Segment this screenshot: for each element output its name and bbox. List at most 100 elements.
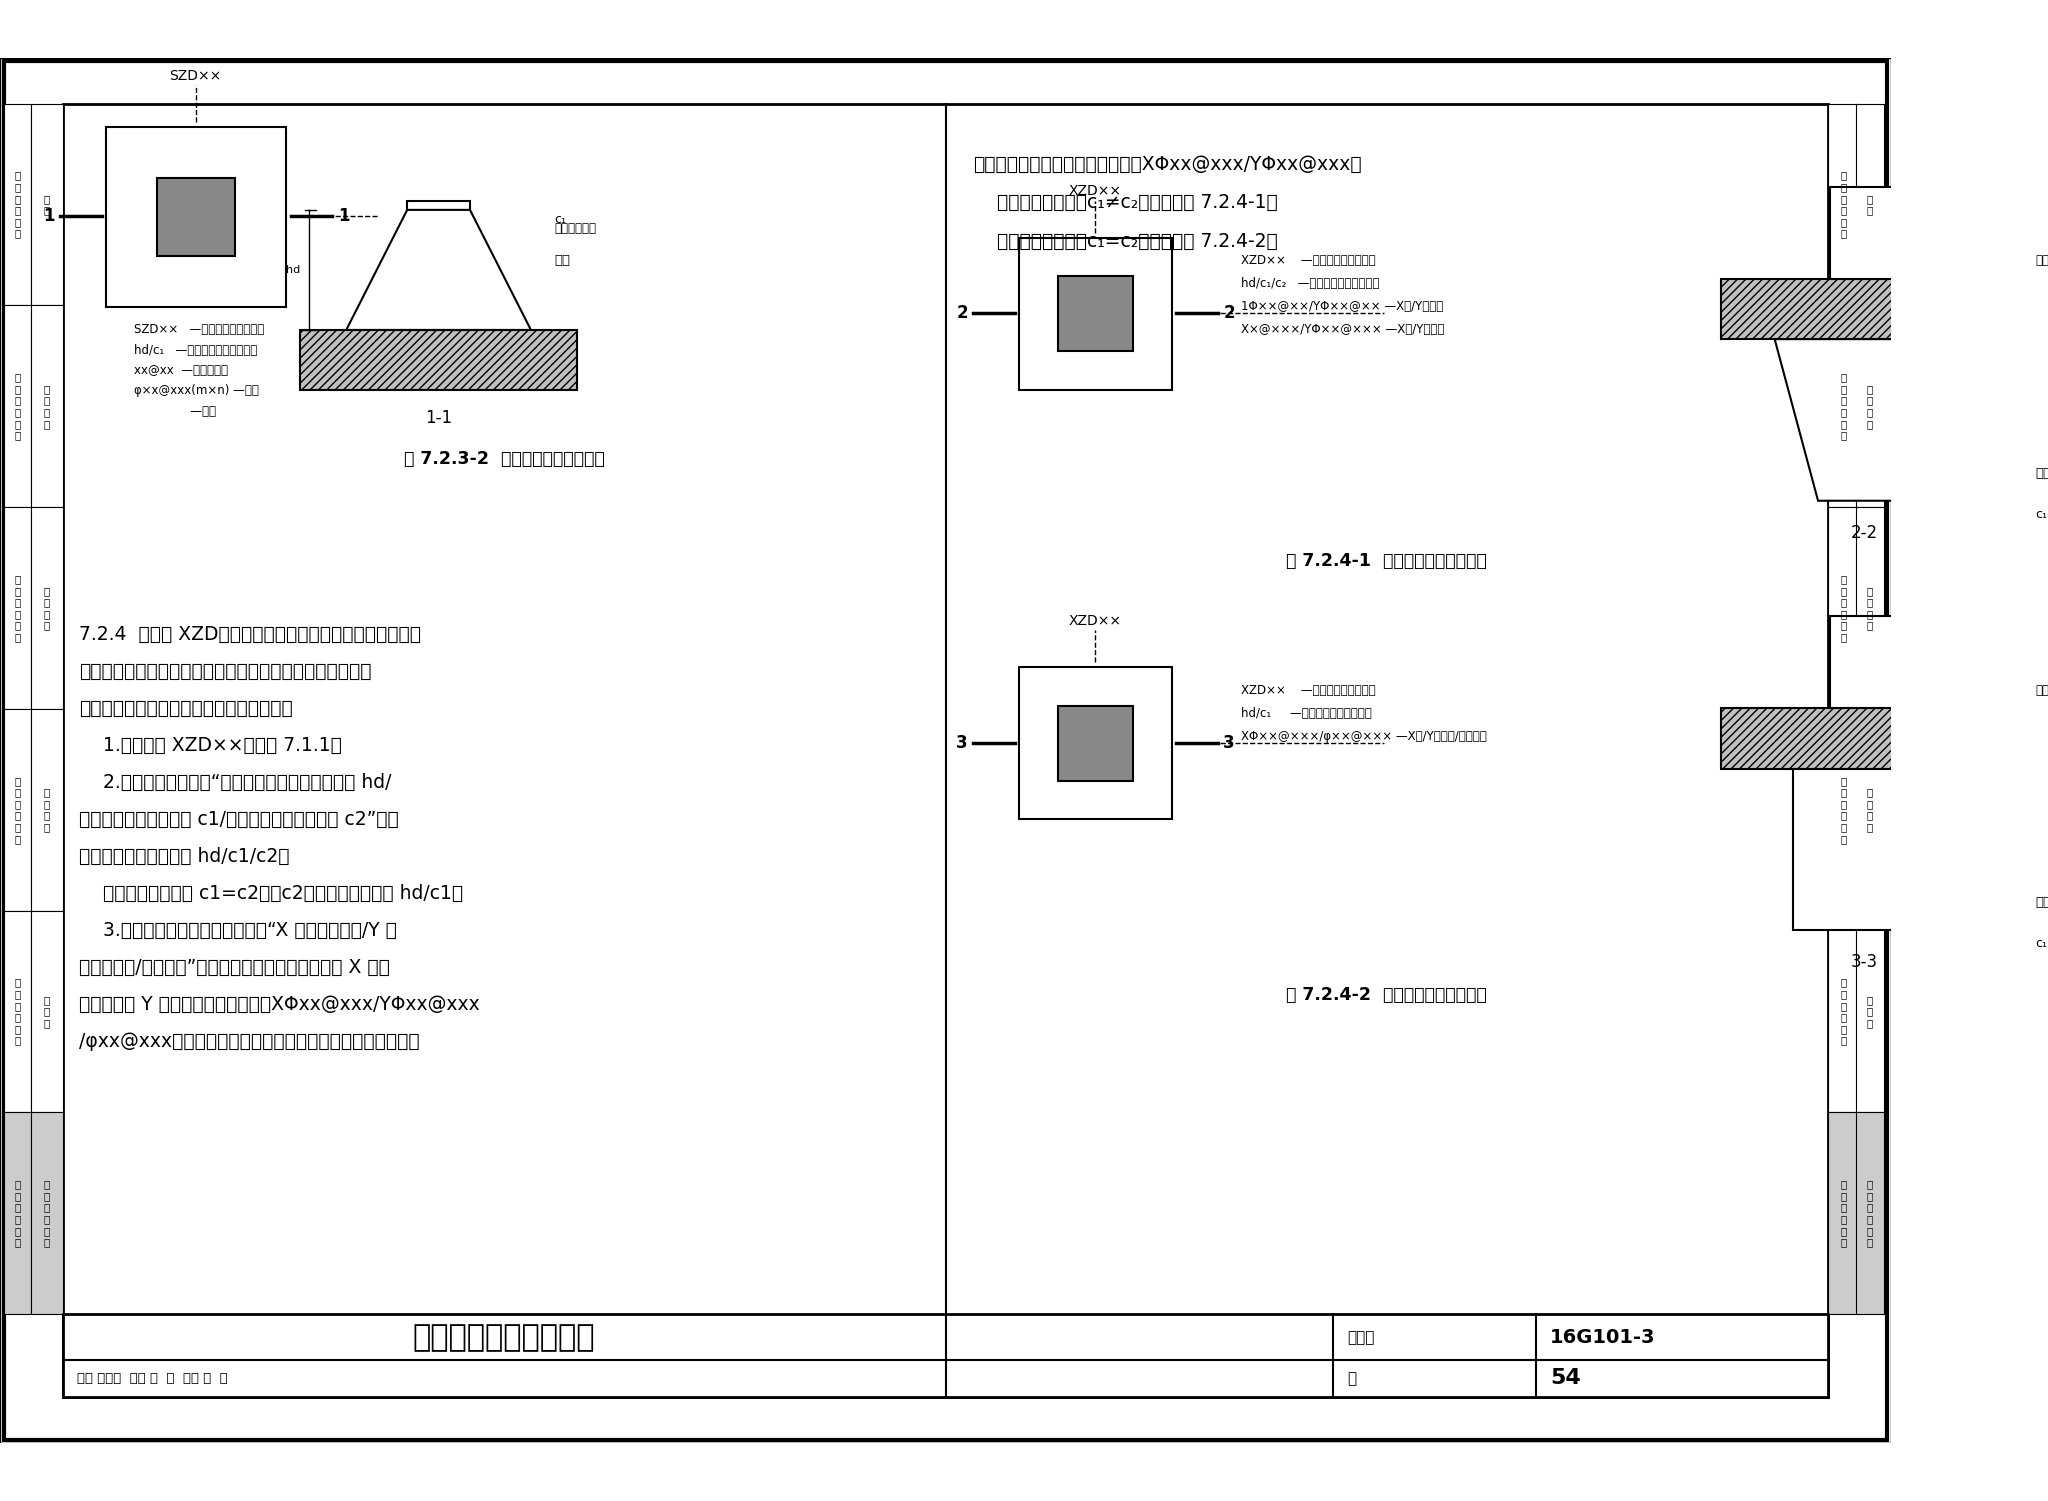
- Polygon shape: [301, 330, 578, 390]
- Text: 凝土墓。下柱墓直接引注的内容规定如下：: 凝土墓。下柱墓直接引注的内容规定如下：: [80, 699, 293, 719]
- Bar: [1855, 507, 1884, 708]
- Bar: [4, 1112, 31, 1315]
- Text: 平
法
制
图
规
则: 平 法 制 图 规 则: [14, 372, 20, 440]
- Text: 倒棱柱形下柱墓（c₁=c₂）引注见图 7.2.4-2。: 倒棱柱形下柱墓（c₁=c₂）引注见图 7.2.4-2。: [973, 233, 1278, 251]
- Text: 平
法
制
图
规
则: 平 法 制 图 规 则: [14, 1180, 20, 1247]
- Text: 1.注写编号 XZD××，见表 7.1.1。: 1.注写编号 XZD××，见表 7.1.1。: [80, 735, 342, 755]
- Text: hd: hd: [287, 264, 301, 275]
- Text: XZD××: XZD××: [1069, 614, 1122, 627]
- Text: 图 7.2.4-1  棱台形下柱墓引注图示: 图 7.2.4-1 棱台形下柱墓引注图示: [1286, 552, 1487, 570]
- Text: 页: 页: [1348, 1370, 1356, 1385]
- Text: hd/c₁     —几何尺寸（见右图示）: hd/c₁ —几何尺寸（见右图示）: [1241, 707, 1372, 719]
- Text: 平
法
制
图
规
则: 平 法 制 图 规 则: [1841, 776, 1847, 844]
- Bar: [1831, 615, 1898, 708]
- Text: 桩
基
础: 桩 基 础: [1866, 995, 1872, 1028]
- Text: 平
法
制
图
规
则: 平 法 制 图 规 则: [14, 977, 20, 1046]
- Text: SZD××   —基础平板上柱墓编号: SZD×× —基础平板上柱墓编号: [133, 323, 264, 336]
- Text: 条
形
基
础: 条 形 基 础: [1866, 585, 1872, 630]
- Bar: [158, 177, 236, 257]
- Bar: [106, 126, 287, 306]
- Text: 16G101-3: 16G101-3: [1550, 1328, 1655, 1346]
- Bar: [1829, 104, 1860, 305]
- Bar: [408, 201, 469, 330]
- Bar: [31, 305, 63, 507]
- Bar: [31, 507, 63, 708]
- Text: 平
法
制
图
规
则: 平 法 制 图 规 则: [1841, 1180, 1847, 1247]
- Bar: [31, 708, 63, 911]
- Text: 框形柱底圈柱: 框形柱底圈柱: [2036, 254, 2048, 267]
- Text: 图 7.2.3-2  棱柱形上柱墓引注图示: 图 7.2.3-2 棱柱形上柱墓引注图示: [403, 450, 604, 468]
- Bar: [1829, 1112, 1860, 1315]
- Bar: [1829, 305, 1860, 507]
- Text: 倒棱台: 倒棱台: [2036, 467, 2048, 479]
- Bar: [1020, 666, 1171, 820]
- Text: 基
础
相
关
构
造: 基 础 相 关 构 造: [43, 1180, 51, 1247]
- Bar: [31, 1112, 63, 1315]
- Text: 2: 2: [1223, 305, 1235, 323]
- Text: 基础相关构造制图规则: 基础相关构造制图规则: [414, 1322, 596, 1352]
- Bar: [1855, 1112, 1884, 1315]
- Polygon shape: [346, 210, 530, 330]
- Bar: [1855, 708, 1884, 911]
- Text: 棱柱: 棱柱: [555, 254, 569, 267]
- Text: 1-1: 1-1: [426, 408, 453, 426]
- Text: 1: 1: [43, 207, 55, 225]
- Text: 1Φ××@××/YΦ××@×× —X向/Y向纵筋: 1Φ××@××/YΦ××@×× —X向/Y向纵筋: [1241, 300, 1444, 314]
- Text: 序注写，其表达形式为 hd/c1/c2。: 序注写，其表达形式为 hd/c1/c2。: [80, 847, 291, 866]
- Bar: [4, 507, 31, 708]
- Bar: [1059, 705, 1133, 781]
- Text: φ×x@xxx(m×n) —筐筋: φ×x@xxx(m×n) —筐筋: [133, 384, 258, 398]
- Text: 图集号: 图集号: [1348, 1330, 1374, 1345]
- Bar: [4, 104, 31, 305]
- Text: 54: 54: [1550, 1369, 1581, 1388]
- Text: 总
则: 总 则: [1866, 194, 1872, 215]
- Polygon shape: [1720, 279, 2007, 339]
- Text: 从下至上为 Y 向），其表达形式为：XΦxx@xxx/YΦxx@xxx: 从下至上为 Y 向），其表达形式为：XΦxx@xxx/YΦxx@xxx: [80, 995, 479, 1013]
- Bar: [1020, 237, 1171, 390]
- Text: 当为倒棱柱形柱墓 c1=c2时，c2不注，表达形式为 hd/c1。: 当为倒棱柱形柱墓 c1=c2时，c2不注，表达形式为 hd/c1。: [80, 884, 463, 904]
- Text: 独
立
基
础: 独 立 基 础: [1866, 384, 1872, 429]
- Bar: [1059, 276, 1133, 351]
- Bar: [1829, 507, 1860, 708]
- Text: 条
形
基
础: 条 形 基 础: [43, 585, 51, 630]
- Text: 平
法
制
图
规
则: 平 法 制 图 规 则: [1841, 977, 1847, 1046]
- Text: xx@xx  —配刿伸地筋: xx@xx —配刿伸地筋: [133, 365, 227, 377]
- Bar: [1855, 305, 1884, 507]
- Bar: [1831, 186, 1898, 279]
- Text: 3: 3: [956, 734, 969, 752]
- Text: 平
法
制
图
规
则: 平 法 制 图 规 则: [14, 776, 20, 844]
- Text: 柱墓顶部出柱投影宽度 c1/柱墓底部出柱投影宽度 c2”的顺: 柱墓顶部出柱投影宽度 c1/柱墓底部出柱投影宽度 c2”的顺: [80, 811, 399, 829]
- Text: 向底部纵筋/水平筐筋”的顺序注写（图面从左至右为 X 向，: 向底部纵筋/水平筐筋”的顺序注写（图面从左至右为 X 向，: [80, 958, 391, 977]
- Text: 载力的需要，在柱的所在位置、基础平板底面以下设置的混: 载力的需要，在柱的所在位置、基础平板底面以下设置的混: [80, 662, 373, 681]
- Text: 平
法
制
图
规
则: 平 法 制 图 规 则: [1841, 573, 1847, 642]
- Text: XΦ××@×××/φ××@××× —X向/Y向纵筋/水平筐筋: XΦ××@×××/φ××@××× —X向/Y向纵筋/水平筐筋: [1241, 729, 1487, 743]
- Polygon shape: [1776, 339, 1954, 501]
- Text: 独
立
基
础: 独 立 基 础: [43, 384, 51, 429]
- Text: XZD××    —基础平板下柱墓编号: XZD×× —基础平板下柱墓编号: [1241, 683, 1376, 696]
- Text: 2.注写几何尺寸。按“柱墓向下凸出基础平板深度 hd/: 2.注写几何尺寸。按“柱墓向下凸出基础平板深度 hd/: [80, 773, 391, 793]
- Bar: [1829, 708, 1860, 911]
- Text: 框形柱底圈柱: 框形柱底圈柱: [2036, 683, 2048, 696]
- Bar: [4, 708, 31, 911]
- Text: 平
法
制
图
规
则: 平 法 制 图 规 则: [14, 171, 20, 239]
- Bar: [4, 911, 31, 1112]
- Text: —拉筋: —拉筋: [133, 405, 215, 417]
- Text: 筏
形
基
础: 筏 形 基 础: [1866, 788, 1872, 832]
- Text: 筏
形
基
础: 筏 形 基 础: [43, 788, 51, 832]
- Text: XZD××    —基础平板下柱墓编号: XZD×× —基础平板下柱墓编号: [1241, 254, 1376, 267]
- Text: 1: 1: [338, 207, 350, 225]
- Polygon shape: [1720, 708, 2007, 769]
- Bar: [4, 305, 31, 507]
- Text: 配置水平筐筋，则其表达形式为：XΦxx@xxx/YΦxx@xxx。: 配置水平筐筋，则其表达形式为：XΦxx@xxx/YΦxx@xxx。: [973, 155, 1362, 174]
- Text: 平
法
制
图
规
则: 平 法 制 图 规 则: [1841, 171, 1847, 239]
- Text: c₁: c₁: [555, 213, 565, 225]
- Text: hd/c₁   —几何尺寸（见右图示）: hd/c₁ —几何尺寸（见右图示）: [133, 344, 258, 357]
- Text: X×@×××/YΦ××@××× —X向/Y向纵筋: X×@×××/YΦ××@××× —X向/Y向纵筋: [1241, 323, 1444, 336]
- Bar: [1855, 104, 1884, 305]
- Text: 7.2.4  下柱墓 XZD，系根据平板式筏形基础受剪或受冲切承: 7.2.4 下柱墓 XZD，系根据平板式筏形基础受剪或受冲切承: [80, 626, 422, 644]
- Text: 2-2: 2-2: [1851, 524, 1878, 542]
- Bar: [63, 1315, 1829, 1397]
- Text: 2: 2: [956, 305, 969, 323]
- Bar: [1855, 911, 1884, 1112]
- Text: 倒棱台形下柱墓（c₁≠c₂）引注见图 7.2.4-1。: 倒棱台形下柱墓（c₁≠c₂）引注见图 7.2.4-1。: [973, 194, 1278, 212]
